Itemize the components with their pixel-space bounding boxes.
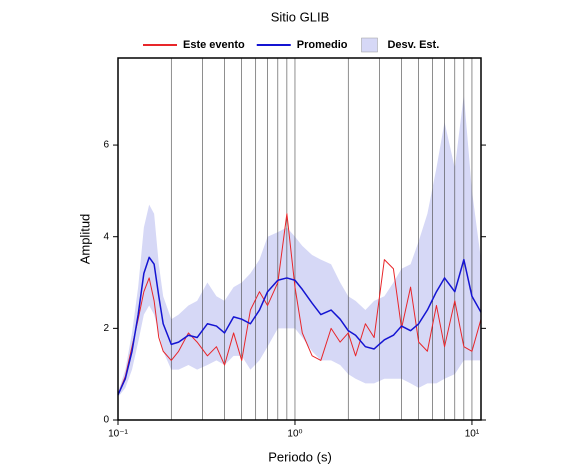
- y-tick-label: 4: [103, 231, 109, 242]
- x-tick-label: 10⁻¹: [108, 429, 128, 440]
- chart-title: Sitio GLIB: [271, 9, 330, 24]
- y-tick-label: 6: [103, 140, 109, 151]
- y-axis-label: Amplitud: [77, 214, 92, 265]
- std-band: [118, 94, 481, 398]
- legend-label: Desv. Est.: [387, 39, 439, 51]
- legend-label: Promedio: [297, 39, 348, 51]
- legend-label: Este evento: [183, 39, 245, 51]
- y-tick-label: 0: [103, 415, 109, 426]
- x-tick-label: 10⁰: [287, 429, 302, 440]
- legend-swatch: [361, 37, 378, 53]
- data-line: [117, 213, 482, 395]
- x-tick-label: 10¹: [465, 429, 480, 440]
- y-tick-label: 2: [103, 323, 109, 334]
- plot-frame: [117, 57, 482, 421]
- x-axis-label: Periodo (s): [268, 449, 332, 464]
- data-line: [117, 256, 482, 396]
